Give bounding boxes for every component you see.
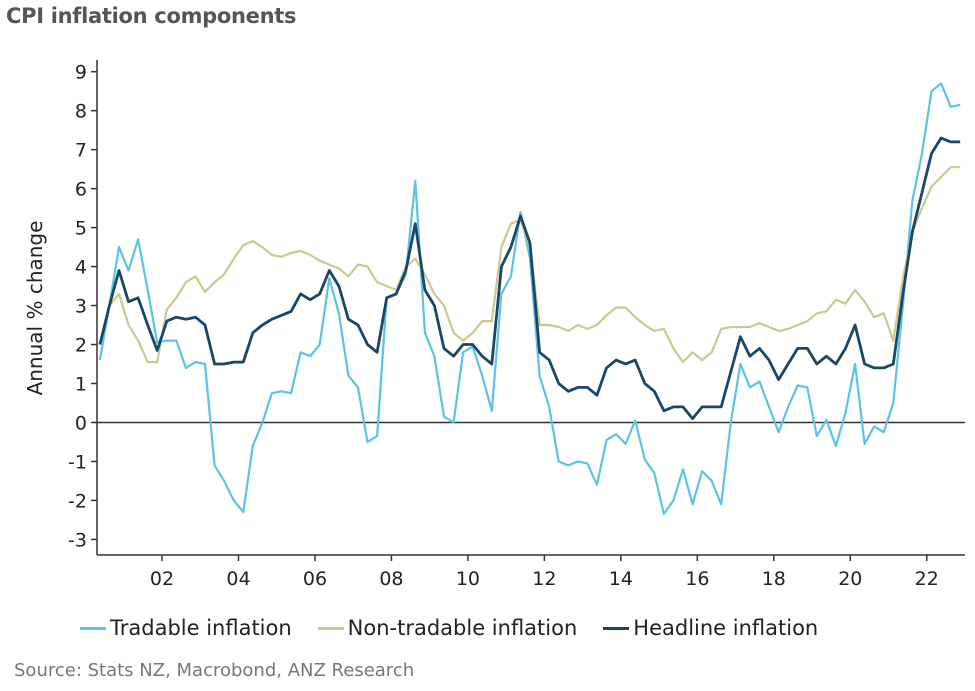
legend-label: Non-tradable inflation <box>347 616 578 640</box>
y-tick-label: 3 <box>75 296 87 318</box>
x-tick-label: 18 <box>762 568 786 590</box>
y-tick-label: 5 <box>75 218 87 240</box>
series-lines <box>98 82 961 516</box>
legend: Tradable inflation Non-tradable inflatio… <box>80 616 818 640</box>
series-line-headline-inflation <box>98 136 961 421</box>
x-tick-label: 10 <box>456 568 480 590</box>
legend-label: Headline inflation <box>633 616 819 640</box>
y-tick-label: 9 <box>75 62 87 84</box>
y-tick-label: -2 <box>68 490 87 512</box>
series-line-tradable-inflation <box>98 82 961 516</box>
y-tick-label: -3 <box>68 529 87 551</box>
y-tick-label: 7 <box>75 140 87 162</box>
x-tick-label: 08 <box>379 568 403 590</box>
legend-item-tradable: Tradable inflation <box>80 616 292 640</box>
legend-label: Tradable inflation <box>110 616 292 640</box>
y-tick-label: 0 <box>75 412 87 434</box>
x-tick-label: 06 <box>303 568 327 590</box>
x-tick-label: 22 <box>915 568 939 590</box>
legend-swatch <box>603 626 630 630</box>
chart-title: CPI inflation components <box>6 4 297 28</box>
x-tick-label: 04 <box>226 568 250 590</box>
y-tick-label: 4 <box>75 257 87 279</box>
y-tick-label: 1 <box>75 374 87 396</box>
y-axis-label: Annual % change <box>23 221 47 396</box>
legend-item-headline: Headline inflation <box>603 616 818 640</box>
x-tick-label: 12 <box>532 568 556 590</box>
source-note: Source: Stats NZ, Macrobond, ANZ Researc… <box>14 660 415 681</box>
x-tick-label: 02 <box>150 568 174 590</box>
y-tick-label: 8 <box>75 101 87 123</box>
legend-swatch <box>80 626 106 630</box>
x-tick-label: 20 <box>838 568 862 590</box>
x-tick-label: 14 <box>609 568 633 590</box>
legend-item-non-tradable: Non-tradable inflation <box>317 616 578 640</box>
y-tick-label: 6 <box>75 179 87 201</box>
x-tick-label: 16 <box>685 568 709 590</box>
y-tick-label: 2 <box>75 335 87 357</box>
legend-swatch <box>317 626 344 630</box>
y-tick-label: -1 <box>68 451 87 473</box>
